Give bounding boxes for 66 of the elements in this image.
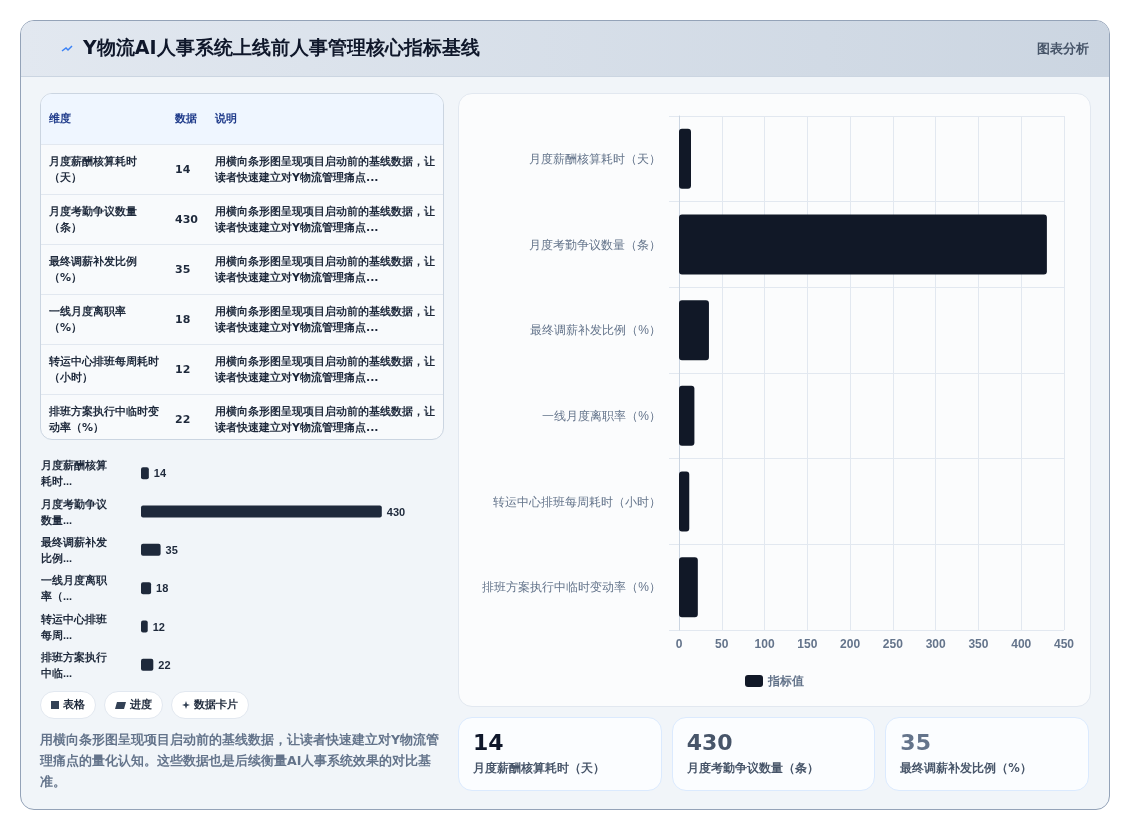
x-tick-label: 400 bbox=[1011, 637, 1032, 651]
y-tick-label: 转运中心排班每周耗时（小时） bbox=[493, 494, 661, 509]
text: 22 bbox=[174, 411, 192, 428]
text: 用横向条形图呈现项目启动前的基线数据，让读者快速建立对Y物流管理痛点... bbox=[207, 294, 443, 345]
text: 维度 bbox=[41, 94, 167, 145]
bar bbox=[679, 385, 695, 446]
data-label: 35 bbox=[165, 543, 178, 556]
x-tick-label: 150 bbox=[797, 637, 818, 651]
text: 月度薪酬核算耗时（天） bbox=[473, 761, 606, 776]
bar bbox=[679, 300, 709, 361]
text: 35 bbox=[900, 730, 932, 755]
y-tick-label: 转运中心排班每周... bbox=[40, 612, 107, 641]
text: Y物流AI人事系统上线前人事管理核心指标基线 bbox=[82, 35, 480, 60]
x-tick-label: 0 bbox=[675, 637, 683, 651]
text: 12 bbox=[167, 344, 207, 395]
data-label: 12 bbox=[152, 620, 165, 633]
text: 说明 bbox=[207, 94, 443, 145]
text: 用横向条形图呈现项目启动前的基线数据，让读者快速建立对Y物流管理痛点... bbox=[207, 194, 443, 245]
legend-label: 指标值 bbox=[767, 674, 804, 688]
x-tick-label: 250 bbox=[882, 637, 904, 651]
data-label: 14 bbox=[153, 467, 167, 480]
y-tick-label: 一线月度离职率（... bbox=[40, 574, 108, 604]
data-label: 22 bbox=[158, 658, 171, 671]
text: 最终调薪补发比例（%） bbox=[900, 761, 1033, 776]
data-label: 430 bbox=[386, 505, 406, 518]
bar bbox=[679, 557, 698, 618]
text: 用横向条形图呈现项目启动前的基线数据，让读者快速建立对Y物流管理痛点... bbox=[207, 344, 443, 395]
bar bbox=[679, 128, 691, 189]
text: 进度 bbox=[130, 697, 152, 713]
text: 用横向条形图呈现项目启动前的基线数据，让读者快速建立对Y物流管理痛点的量化认知。这些数据也是后续衡量AI人事系统效果的对比基准。 bbox=[40, 731, 441, 791]
text: 表格 bbox=[63, 697, 85, 713]
bar bbox=[141, 582, 152, 595]
text: 图表分析 bbox=[1037, 40, 1089, 58]
bar bbox=[141, 658, 154, 671]
text: 月度考勤争议数量（条） bbox=[686, 761, 820, 776]
y-tick-label: 排班方案执行中临时变动率（%） bbox=[482, 580, 661, 595]
x-tick-label: 350 bbox=[968, 637, 989, 651]
x-tick-label: 300 bbox=[925, 637, 946, 651]
text: 用横向条形图呈现项目启动前的基线数据，让读者快速建立对Y物流管理痛点... bbox=[214, 403, 436, 436]
y-tick-label: 月度考勤争议数量... bbox=[40, 497, 108, 526]
data-label: 18 bbox=[156, 582, 169, 595]
x-tick-label: 100 bbox=[754, 637, 775, 651]
y-tick-label: 月度薪酬核算耗时（天） bbox=[529, 151, 661, 166]
text: 14 bbox=[167, 144, 207, 195]
text: 35 bbox=[167, 244, 207, 295]
text: 18 bbox=[167, 294, 207, 345]
y-tick-label: 最终调薪补发比例... bbox=[40, 535, 107, 564]
y-tick-label: 月度考勤争议数量（条） bbox=[529, 237, 661, 252]
bar bbox=[679, 214, 1047, 275]
text: 14 bbox=[473, 730, 505, 755]
text: 用横向条形图呈现项目启动前的基线数据，让读者快速建立对Y物流管理痛点... bbox=[207, 144, 443, 195]
text: 数据 bbox=[167, 94, 207, 145]
text: 数据卡片 bbox=[194, 697, 238, 713]
y-tick-label: 一线月度离职率（%） bbox=[542, 408, 661, 423]
text: 430 bbox=[167, 194, 207, 245]
bar bbox=[141, 543, 161, 556]
text: 430 bbox=[686, 730, 734, 755]
text: 用横向条形图呈现项目启动前的基线数据，让读者快速建立对Y物流管理痛点... bbox=[207, 244, 443, 295]
bar bbox=[679, 471, 690, 532]
x-tick-label: 50 bbox=[715, 637, 729, 651]
y-tick-label: 排班方案执行中临... bbox=[40, 650, 107, 679]
x-tick-label: 450 bbox=[1053, 637, 1075, 651]
x-tick-label: 200 bbox=[840, 637, 861, 651]
y-tick-label: 最终调薪补发比例（%） bbox=[530, 323, 661, 338]
y-tick-label: 月度薪酬核算耗时... bbox=[40, 459, 107, 488]
bar bbox=[141, 505, 382, 518]
